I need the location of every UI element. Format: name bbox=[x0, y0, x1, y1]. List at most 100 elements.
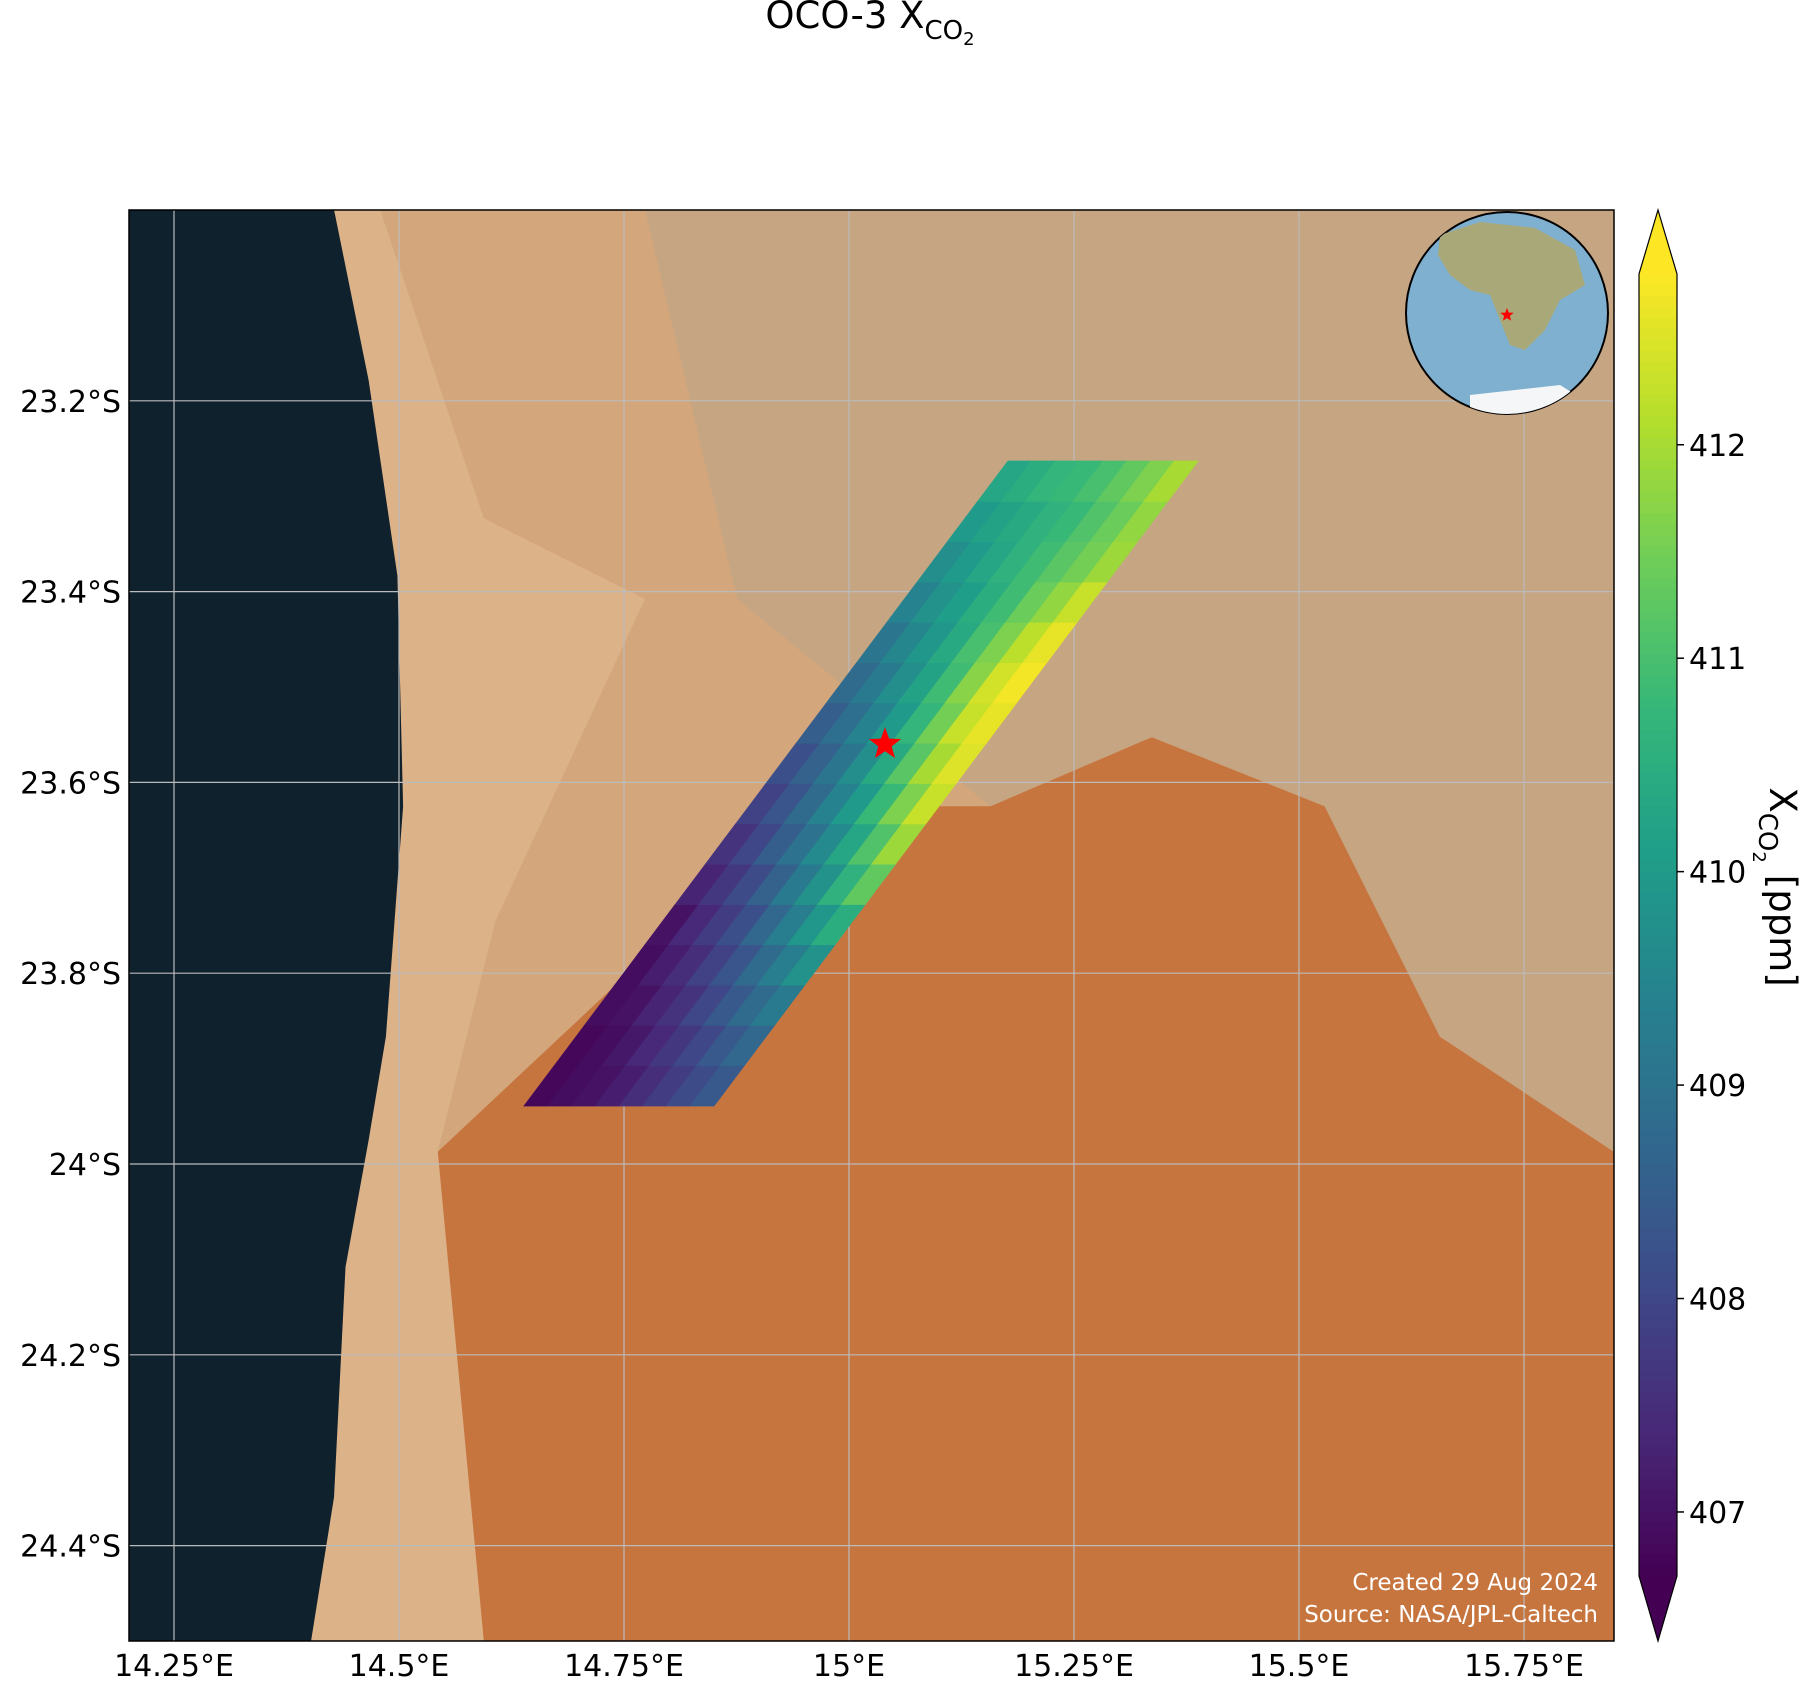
colorbar-segment bbox=[1639, 1228, 1677, 1241]
colorbar-segment bbox=[1639, 1391, 1677, 1403]
colorbar-segment bbox=[1639, 1108, 1677, 1121]
colorbar-segment bbox=[1639, 1239, 1677, 1251]
colorbar-segment bbox=[1639, 1325, 1677, 1338]
colorbar-segment bbox=[1639, 425, 1677, 438]
colorbar-segment bbox=[1639, 1022, 1677, 1034]
colorbar-segment bbox=[1639, 1250, 1677, 1262]
colorbar-segment bbox=[1639, 620, 1677, 633]
colorbar-segment bbox=[1639, 1011, 1677, 1024]
colorbar-segment bbox=[1639, 533, 1677, 546]
colorbar-outline bbox=[1638, 207, 1678, 1644]
colorbar-segment bbox=[1639, 371, 1677, 383]
colorbar-segment bbox=[1639, 1271, 1677, 1284]
credit-created: Created 29 Aug 2024 bbox=[1352, 1570, 1598, 1596]
colorbar-segment bbox=[1639, 816, 1677, 828]
y-tick-label: 23.8°S bbox=[20, 957, 121, 992]
colorbar-segment bbox=[1639, 957, 1677, 969]
colorbar-segment bbox=[1639, 1542, 1677, 1555]
colorbar-segment bbox=[1639, 1184, 1677, 1197]
colorbar-segment bbox=[1639, 284, 1677, 297]
colorbar-extend-min bbox=[1639, 1576, 1677, 1641]
colorbar-segment bbox=[1639, 501, 1677, 514]
x-tick-label: 14.25°E bbox=[114, 1649, 234, 1684]
colorbar-segment bbox=[1639, 523, 1677, 535]
colorbar-segment bbox=[1639, 436, 1677, 449]
colorbar-segment bbox=[1639, 1260, 1677, 1273]
colorbar-segment bbox=[1639, 1445, 1677, 1458]
colorbar-segment bbox=[1639, 306, 1677, 318]
colorbar-segment bbox=[1639, 653, 1677, 666]
colorbar-segment bbox=[1639, 1315, 1677, 1327]
x-tick-label: 14.5°E bbox=[349, 1649, 450, 1684]
colorbar-segment bbox=[1639, 1532, 1677, 1544]
colorbar-segment bbox=[1639, 674, 1677, 687]
y-tick-label: 24.2°S bbox=[20, 1339, 121, 1374]
colorbar-segment bbox=[1639, 891, 1677, 904]
colorbar-segment bbox=[1639, 805, 1677, 817]
colorbar-segment bbox=[1639, 664, 1677, 676]
x-tick-label: 15.25°E bbox=[1014, 1649, 1134, 1684]
x-tick-label: 15°E bbox=[813, 1649, 885, 1684]
colorbar-segment bbox=[1639, 490, 1677, 503]
colorbar-extend-max bbox=[1639, 210, 1677, 274]
colorbar-segment bbox=[1639, 913, 1677, 926]
colorbar-segment bbox=[1639, 1358, 1677, 1371]
colorbar-segment bbox=[1639, 859, 1677, 872]
colorbar-tick-label: 409 bbox=[1689, 1069, 1746, 1104]
colorbar-segment bbox=[1639, 826, 1677, 839]
colorbar-segment bbox=[1639, 794, 1677, 807]
colorbar-segment bbox=[1639, 1423, 1677, 1436]
colorbar-segment bbox=[1639, 599, 1677, 611]
colorbar-segment bbox=[1639, 447, 1677, 459]
colorbar-tick-label: 408 bbox=[1689, 1283, 1746, 1318]
colorbar-segment bbox=[1639, 881, 1677, 893]
colorbar-tick-label: 407 bbox=[1689, 1496, 1746, 1531]
colorbar-segment bbox=[1639, 338, 1677, 351]
colorbar-segment bbox=[1639, 403, 1677, 416]
colorbar-segment bbox=[1639, 392, 1677, 405]
colorbar-segment bbox=[1639, 1293, 1677, 1306]
colorbar-segment bbox=[1639, 349, 1677, 362]
y-tick-label: 23.6°S bbox=[20, 766, 121, 801]
colorbar-segment bbox=[1639, 1412, 1677, 1425]
plot-frame bbox=[128, 209, 1615, 1642]
map bbox=[129, 210, 1614, 1641]
colorbar-segment bbox=[1639, 1206, 1677, 1219]
colorbar-segment bbox=[1639, 1510, 1677, 1523]
sounding bbox=[1143, 460, 1199, 502]
colorbar-segment bbox=[1639, 1195, 1677, 1208]
colorbar-segment bbox=[1639, 414, 1677, 427]
colorbar-segment bbox=[1639, 295, 1677, 308]
colorbar-segment bbox=[1639, 1217, 1677, 1230]
colorbar-tick-label: 412 bbox=[1689, 429, 1746, 464]
colorbar-segment bbox=[1639, 1336, 1677, 1349]
colorbar-tick-label: 411 bbox=[1689, 642, 1746, 677]
colorbar-segment bbox=[1639, 1033, 1677, 1045]
colorbar-segment bbox=[1639, 967, 1677, 980]
colorbar-segment bbox=[1639, 837, 1677, 850]
colorbar-segment bbox=[1639, 316, 1677, 329]
colorbar-segment bbox=[1639, 1163, 1677, 1176]
colorbar-segment bbox=[1639, 1369, 1677, 1382]
colorbar-segment bbox=[1639, 1054, 1677, 1067]
colorbar-segment bbox=[1639, 544, 1677, 557]
colorbar-segment bbox=[1639, 1347, 1677, 1360]
colorbar-segment bbox=[1639, 479, 1677, 492]
colorbar-segment bbox=[1639, 1141, 1677, 1154]
colorbar-segment bbox=[1639, 1098, 1677, 1110]
colorbar-segment bbox=[1639, 457, 1677, 470]
colorbar-segment bbox=[1639, 946, 1677, 959]
title: OCO-3 XCO2 bbox=[765, 0, 974, 50]
colorbar-segment bbox=[1639, 1119, 1677, 1132]
colorbar-segment bbox=[1639, 1304, 1677, 1317]
colorbar-segment bbox=[1639, 978, 1677, 991]
colorbar-segment bbox=[1639, 783, 1677, 796]
colorbar-segment bbox=[1639, 1401, 1677, 1414]
colorbar-segment bbox=[1639, 1521, 1677, 1534]
colorbar-segment bbox=[1639, 1467, 1677, 1479]
colorbar-segment bbox=[1639, 696, 1677, 709]
colorbar-segment bbox=[1639, 468, 1677, 481]
x-tick-label: 15.75°E bbox=[1464, 1649, 1584, 1684]
colorbar-segment bbox=[1639, 588, 1677, 600]
colorbar-segment bbox=[1639, 1488, 1677, 1501]
